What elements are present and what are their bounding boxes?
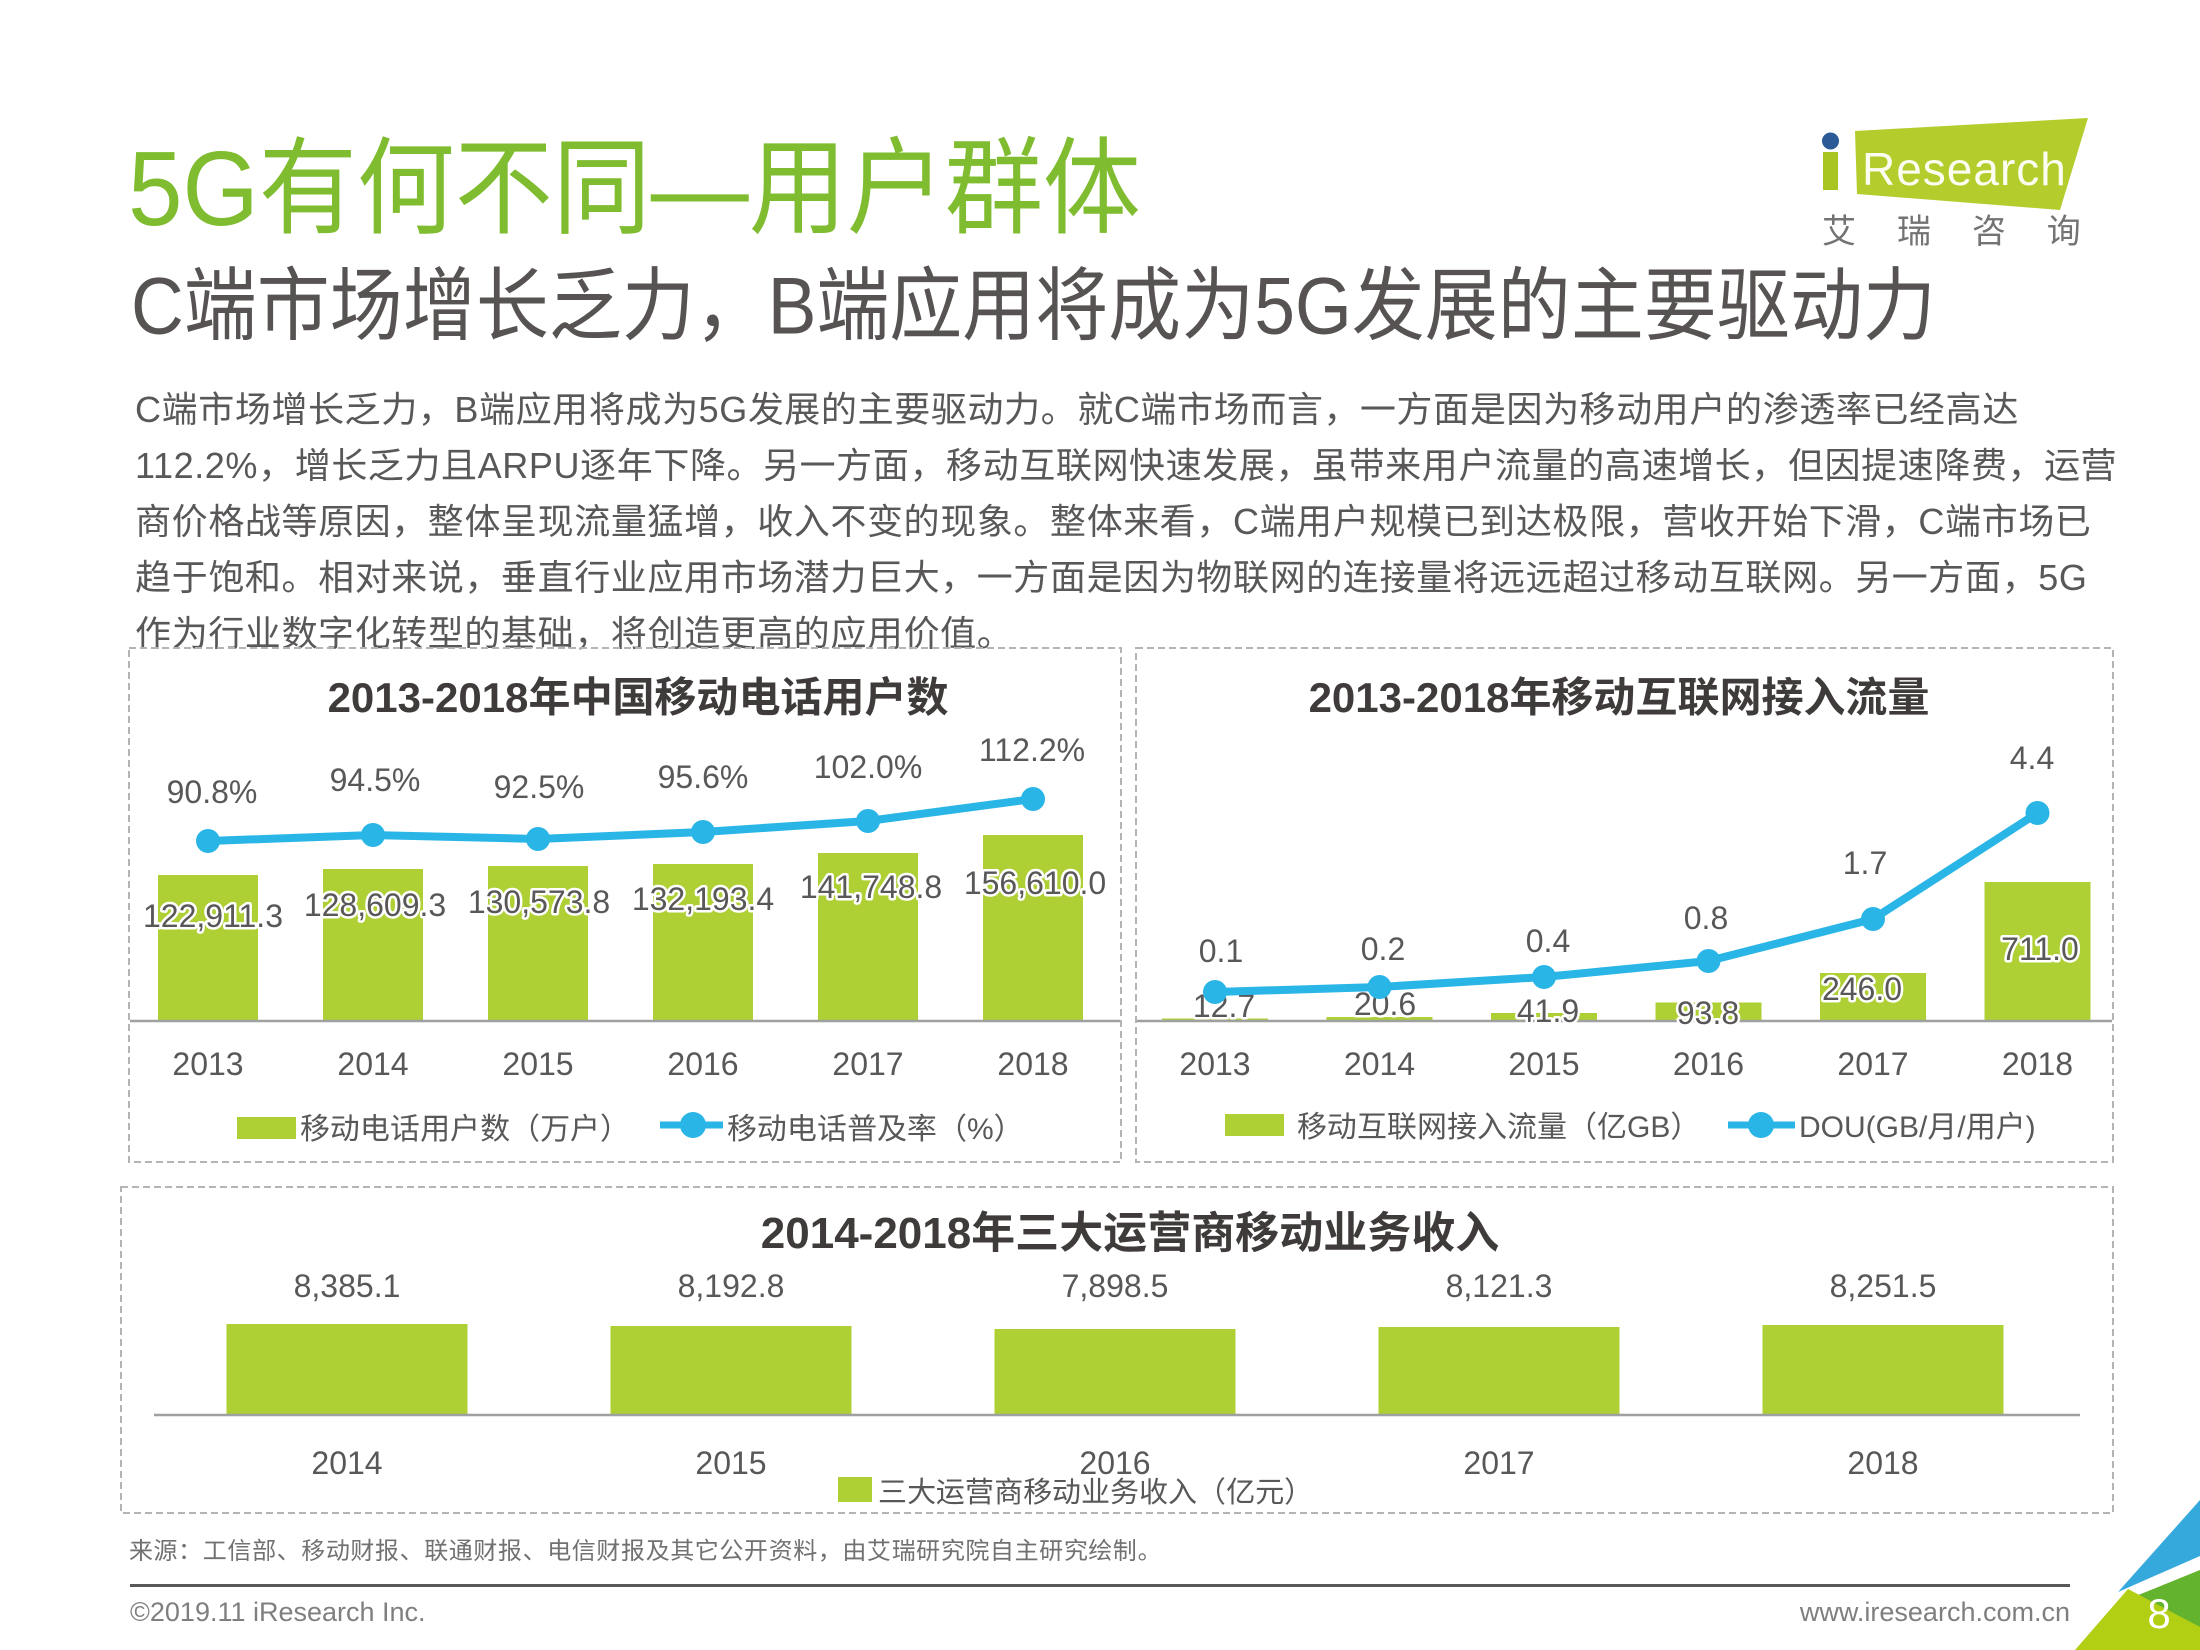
svg-text:8,121.3: 8,121.3 <box>1446 1268 1553 1304</box>
svg-text:移动互联网接入流量（亿GB）: 移动互联网接入流量（亿GB） <box>1297 1111 1700 1144</box>
svg-text:2013-2018年移动互联网接入流量: 2013-2018年移动互联网接入流量 <box>1309 674 1930 721</box>
svg-text:Research: Research <box>1862 143 2067 195</box>
svg-text:711.0: 711.0 <box>2001 931 2079 967</box>
svg-text:102.0%: 102.0% <box>814 749 923 785</box>
svg-text:2016: 2016 <box>667 1046 738 1082</box>
svg-text:4.4: 4.4 <box>2010 740 2054 776</box>
svg-text:130,573.8: 130,573.8 <box>468 884 610 920</box>
svg-text:0.2: 0.2 <box>1361 931 1405 967</box>
svg-text:92.5%: 92.5% <box>494 769 585 805</box>
svg-text:2013: 2013 <box>172 1046 243 1082</box>
svg-text:DOU(GB/月/用户): DOU(GB/月/用户) <box>1799 1111 2036 1144</box>
svg-text:156,610.0: 156,610.0 <box>964 865 1106 901</box>
svg-text:2014: 2014 <box>1344 1046 1415 1082</box>
svg-text:2017: 2017 <box>1463 1445 1534 1481</box>
svg-text:95.6%: 95.6% <box>658 759 749 795</box>
svg-text:128,609.3: 128,609.3 <box>304 887 446 923</box>
svg-text:2017: 2017 <box>1837 1046 1908 1082</box>
svg-text:0.8: 0.8 <box>1684 900 1728 936</box>
svg-text:2018: 2018 <box>2002 1046 2073 1082</box>
svg-text:0.4: 0.4 <box>1526 923 1570 959</box>
svg-text:2017: 2017 <box>832 1046 903 1082</box>
svg-text:1.7: 1.7 <box>1843 845 1887 881</box>
svg-text:2014-2018年三大运营商移动业务收入: 2014-2018年三大运营商移动业务收入 <box>761 1209 1499 1258</box>
svg-text:移动电话用户数（万户）: 移动电话用户数（万户） <box>300 1113 630 1146</box>
svg-text:122,911.3: 122,911.3 <box>143 898 283 934</box>
svg-text:2018: 2018 <box>997 1046 1068 1082</box>
svg-text:132,193.4: 132,193.4 <box>632 881 774 917</box>
svg-text:7,898.5: 7,898.5 <box>1062 1268 1169 1304</box>
svg-text:2015: 2015 <box>695 1445 766 1481</box>
svg-text:2014: 2014 <box>311 1445 382 1481</box>
svg-text:三大运营商移动业务收入（亿元）: 三大运营商移动业务收入（亿元） <box>878 1477 1313 1509</box>
svg-text:112.2%: 112.2% <box>979 732 1085 768</box>
svg-text:93.8: 93.8 <box>1677 995 1739 1031</box>
svg-text:0.1: 0.1 <box>1199 933 1243 969</box>
svg-text:2015: 2015 <box>502 1046 573 1082</box>
svg-text:2015: 2015 <box>1508 1046 1579 1082</box>
svg-text:2013-2018年中国移动电话用户数: 2013-2018年中国移动电话用户数 <box>328 674 949 721</box>
svg-text:2016: 2016 <box>1079 1445 1150 1481</box>
svg-text:246.0: 246.0 <box>1822 971 1902 1007</box>
svg-text:移动电话普及率（%）: 移动电话普及率（%） <box>727 1113 1024 1146</box>
svg-text:8,251.5: 8,251.5 <box>1830 1268 1937 1304</box>
svg-text:8,385.1: 8,385.1 <box>294 1268 401 1304</box>
svg-text:141,748.8: 141,748.8 <box>800 869 942 905</box>
svg-text:2016: 2016 <box>1673 1046 1744 1082</box>
svg-text:艾瑞咨询: 艾瑞咨询 <box>1822 213 2110 251</box>
svg-text:2014: 2014 <box>337 1046 408 1082</box>
svg-text:2018: 2018 <box>1847 1445 1918 1481</box>
svg-text:90.8%: 90.8% <box>167 774 258 810</box>
svg-text:41.9: 41.9 <box>1517 993 1579 1029</box>
svg-text:2013: 2013 <box>1179 1046 1250 1082</box>
svg-text:8,192.8: 8,192.8 <box>678 1268 785 1304</box>
svg-text:8: 8 <box>2147 1590 2170 1637</box>
svg-text:94.5%: 94.5% <box>330 762 421 798</box>
